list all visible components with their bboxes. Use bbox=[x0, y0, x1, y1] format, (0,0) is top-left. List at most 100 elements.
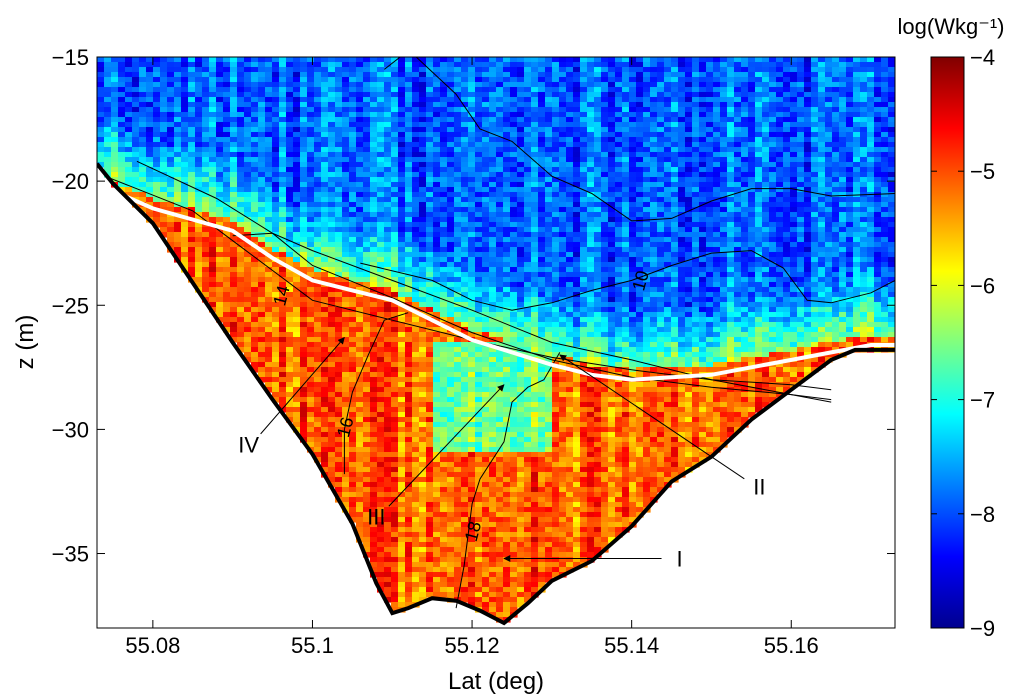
heatmap-cell bbox=[328, 147, 336, 153]
heatmap-cell bbox=[321, 92, 329, 98]
heatmap-cell bbox=[440, 402, 448, 408]
heatmap-cell bbox=[489, 412, 497, 418]
heatmap-cell bbox=[237, 217, 245, 223]
heatmap-cell bbox=[482, 587, 490, 593]
heatmap-cell bbox=[405, 592, 413, 598]
heatmap-cell bbox=[503, 157, 511, 163]
heatmap-cell bbox=[174, 207, 182, 213]
heatmap-cell bbox=[321, 297, 329, 303]
heatmap-cell bbox=[475, 467, 483, 473]
heatmap-cell bbox=[489, 597, 497, 603]
heatmap-cell bbox=[433, 287, 441, 293]
heatmap-cell bbox=[510, 227, 518, 233]
heatmap-cell bbox=[531, 547, 539, 553]
heatmap-cell bbox=[237, 347, 245, 353]
heatmap-cell bbox=[524, 562, 532, 568]
heatmap-cell bbox=[419, 187, 427, 193]
heatmap-cell bbox=[244, 302, 252, 308]
heatmap-cell bbox=[328, 432, 336, 438]
heatmap-cell bbox=[286, 92, 294, 98]
heatmap-cell bbox=[335, 492, 343, 498]
heatmap-cell bbox=[237, 132, 245, 138]
heatmap-cell bbox=[517, 92, 525, 98]
heatmap-cell bbox=[272, 127, 280, 133]
heatmap-cell bbox=[97, 67, 105, 73]
heatmap-cell bbox=[314, 107, 322, 113]
heatmap-cell bbox=[265, 192, 273, 198]
heatmap-cell bbox=[440, 472, 448, 478]
heatmap-cell bbox=[244, 57, 252, 63]
heatmap-cell bbox=[461, 357, 469, 363]
heatmap-cell bbox=[433, 382, 441, 388]
heatmap-cell bbox=[433, 292, 441, 298]
heatmap-cell bbox=[503, 142, 511, 148]
heatmap-cell bbox=[370, 422, 378, 428]
heatmap-cell bbox=[230, 122, 238, 128]
heatmap-cell bbox=[356, 137, 364, 143]
heatmap-cell bbox=[356, 362, 364, 368]
heatmap-cell bbox=[419, 302, 427, 308]
heatmap-cell bbox=[356, 72, 364, 78]
heatmap-cell bbox=[237, 107, 245, 113]
heatmap-cell bbox=[426, 322, 434, 328]
heatmap-cell bbox=[517, 547, 525, 553]
heatmap-cell bbox=[510, 332, 518, 338]
heatmap-cell bbox=[195, 92, 203, 98]
heatmap-cell bbox=[342, 377, 350, 383]
heatmap-cell bbox=[433, 227, 441, 233]
heatmap-cell bbox=[244, 62, 252, 68]
heatmap-cell bbox=[482, 297, 490, 303]
heatmap-cell bbox=[496, 567, 504, 573]
heatmap-cell bbox=[202, 162, 210, 168]
heatmap-cell bbox=[426, 522, 434, 528]
heatmap-cell bbox=[440, 152, 448, 158]
heatmap-cell bbox=[188, 252, 196, 258]
heatmap-cell bbox=[132, 182, 140, 188]
heatmap-cell bbox=[517, 262, 525, 268]
heatmap-cell bbox=[517, 457, 525, 463]
heatmap-cell bbox=[538, 482, 546, 488]
heatmap-cell bbox=[412, 212, 420, 218]
heatmap-cell bbox=[286, 207, 294, 213]
heatmap-cell bbox=[251, 362, 259, 368]
heatmap-cell bbox=[503, 232, 511, 238]
heatmap-cell bbox=[363, 87, 371, 93]
heatmap-cell bbox=[489, 407, 497, 413]
heatmap-cell bbox=[202, 102, 210, 108]
heatmap-cell bbox=[370, 197, 378, 203]
heatmap-cell bbox=[132, 67, 140, 73]
heatmap-cell bbox=[195, 142, 203, 148]
heatmap-cell bbox=[391, 322, 399, 328]
heatmap-cell bbox=[216, 302, 224, 308]
heatmap-cell bbox=[293, 82, 301, 88]
heatmap-cell bbox=[377, 307, 385, 313]
heatmap-cell bbox=[321, 442, 329, 448]
heatmap-cell bbox=[461, 57, 469, 63]
heatmap-cell bbox=[272, 97, 280, 103]
heatmap-cell bbox=[307, 372, 315, 378]
heatmap-cell bbox=[118, 82, 126, 88]
heatmap-cell bbox=[328, 407, 336, 413]
heatmap-cell bbox=[419, 157, 427, 163]
heatmap-cell bbox=[314, 167, 322, 173]
heatmap-cell bbox=[335, 212, 343, 218]
heatmap-cell bbox=[279, 392, 287, 398]
heatmap-cell bbox=[370, 522, 378, 528]
heatmap-cell bbox=[475, 347, 483, 353]
heatmap-cell bbox=[503, 452, 511, 458]
heatmap-cell bbox=[251, 172, 259, 178]
heatmap-cell bbox=[461, 107, 469, 113]
heatmap-cell bbox=[167, 182, 175, 188]
heatmap-cell bbox=[251, 102, 259, 108]
heatmap-cell bbox=[314, 337, 322, 343]
heatmap-cell bbox=[342, 302, 350, 308]
heatmap-cell bbox=[419, 557, 427, 563]
heatmap-cell bbox=[531, 342, 539, 348]
heatmap-cell bbox=[447, 347, 455, 353]
heatmap-cell bbox=[265, 197, 273, 203]
heatmap-cell bbox=[447, 507, 455, 513]
heatmap-cell bbox=[475, 177, 483, 183]
heatmap-cell bbox=[482, 227, 490, 233]
heatmap-cell bbox=[510, 272, 518, 278]
heatmap-cell bbox=[174, 237, 182, 243]
